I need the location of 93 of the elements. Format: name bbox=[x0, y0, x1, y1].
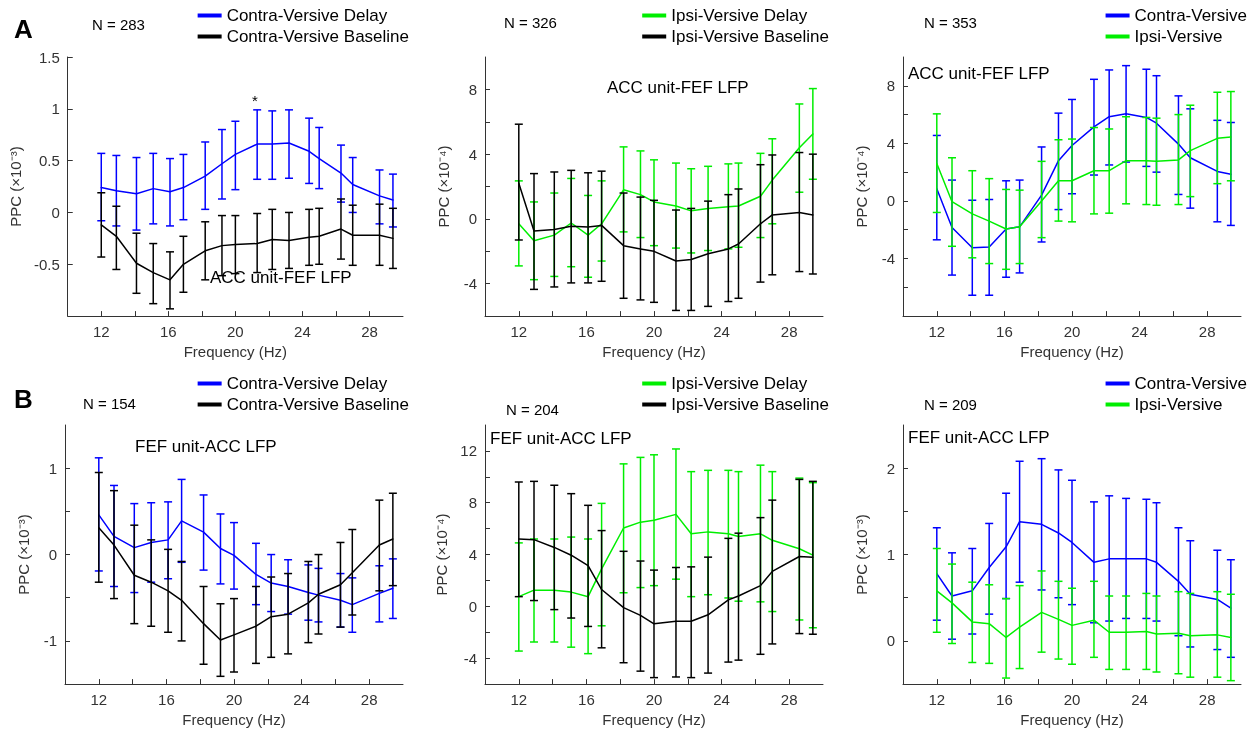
x-tick-label: 16 bbox=[578, 691, 595, 709]
x-tick-label: 12 bbox=[510, 691, 528, 709]
annotation: ACC unit-FEF LFP bbox=[607, 78, 749, 97]
legend-label: Contra-Versive bbox=[1134, 6, 1247, 25]
x-tick-label: 28 bbox=[361, 323, 378, 341]
annotation: ACC unit-FEF LFP bbox=[908, 64, 1050, 83]
x-tick-label: 24 bbox=[1131, 691, 1148, 709]
x-tick-label: 24 bbox=[293, 691, 310, 709]
y-axis-title: PPC (×10⁻³) bbox=[15, 514, 32, 595]
y-tick-label: 1.5 bbox=[38, 48, 60, 66]
x-tick-label: 16 bbox=[996, 691, 1013, 709]
y-tick-label: 2 bbox=[886, 459, 895, 477]
x-axis-title: Frequency (Hz) bbox=[602, 343, 706, 360]
y-axis-title: PPC (×10⁻³) bbox=[7, 146, 24, 227]
y-tick-label: 0 bbox=[51, 203, 60, 221]
x-tick-label: 28 bbox=[360, 691, 378, 709]
legend-label: Contra-Versive Delay bbox=[226, 6, 388, 25]
y-tick-label: 0.5 bbox=[38, 152, 60, 170]
y-tick-label: 8 bbox=[468, 494, 477, 512]
legend-label: Contra-Versive Baseline bbox=[226, 27, 410, 46]
text: N = 154 bbox=[83, 395, 136, 412]
x-tick-label: 12 bbox=[928, 691, 946, 709]
y-tick-label: 1 bbox=[48, 459, 57, 477]
x-tick-label: 12 bbox=[92, 323, 110, 341]
x-tick-label: 28 bbox=[780, 691, 798, 709]
y-axis-title: PPC (×10⁻⁴) bbox=[853, 145, 870, 228]
x-tick-label: 24 bbox=[1131, 323, 1148, 341]
legend-label: Contra-Versive Baseline bbox=[226, 395, 410, 414]
x-axis-title: Frequency (Hz) bbox=[182, 711, 286, 728]
x-tick-label: 28 bbox=[1198, 691, 1216, 709]
x-tick-label: 20 bbox=[1063, 323, 1081, 341]
x-tick-label: 28 bbox=[1198, 323, 1216, 341]
text: N = 209 bbox=[924, 396, 977, 413]
x-tick-label: 24 bbox=[294, 323, 311, 341]
text: N = 326 bbox=[504, 14, 557, 31]
text: B bbox=[14, 384, 33, 414]
y-tick-label: 1 bbox=[886, 546, 895, 564]
legend-label: Ipsi-Versive Delay bbox=[671, 6, 808, 25]
y-tick-label: -4 bbox=[463, 275, 477, 293]
y-tick-label: 0 bbox=[48, 546, 57, 564]
x-tick-label: 28 bbox=[780, 323, 798, 341]
y-tick-label: 1 bbox=[51, 100, 60, 118]
legend-label: Ipsi-Versive bbox=[1134, 395, 1223, 414]
y-tick-label: -4 bbox=[463, 649, 477, 667]
y-tick-label: 4 bbox=[886, 134, 895, 152]
x-tick-label: 24 bbox=[713, 691, 730, 709]
x-tick-label: 16 bbox=[159, 323, 177, 341]
annotation: * bbox=[252, 92, 258, 109]
x-axis-title: Frequency (Hz) bbox=[1020, 343, 1124, 360]
legend-label: Ipsi-Versive Delay bbox=[671, 374, 808, 393]
annotation: FEF unit-ACC LFP bbox=[135, 437, 277, 456]
y-axis-title: PPC (×10⁻⁴) bbox=[435, 145, 452, 228]
text: A bbox=[14, 14, 33, 44]
x-tick-label: 20 bbox=[225, 691, 243, 709]
text: N = 204 bbox=[506, 401, 559, 418]
text: N = 353 bbox=[924, 14, 977, 31]
y-tick-label: 0 bbox=[468, 210, 477, 228]
y-tick-label: 12 bbox=[460, 442, 477, 460]
y-tick-label: -0.5 bbox=[33, 255, 60, 273]
text: N = 283 bbox=[92, 16, 145, 33]
y-tick-label: 8 bbox=[468, 80, 477, 98]
legend-label: Contra-Versive Delay bbox=[226, 374, 388, 393]
x-tick-label: 16 bbox=[996, 323, 1013, 341]
x-tick-label: 20 bbox=[645, 323, 663, 341]
x-tick-label: 16 bbox=[158, 691, 175, 709]
x-axis-title: Frequency (Hz) bbox=[602, 711, 706, 728]
x-tick-label: 24 bbox=[713, 323, 730, 341]
legend-label: Contra-Versive bbox=[1134, 374, 1247, 393]
x-tick-label: 16 bbox=[578, 323, 595, 341]
y-tick-label: -4 bbox=[881, 250, 895, 268]
x-tick-label: 20 bbox=[1063, 691, 1081, 709]
x-axis-title: Frequency (Hz) bbox=[1020, 711, 1124, 728]
y-tick-label: 4 bbox=[468, 145, 477, 163]
x-tick-label: 20 bbox=[227, 323, 244, 341]
x-tick-label: 12 bbox=[90, 691, 108, 709]
legend-label: Ipsi-Versive Baseline bbox=[671, 27, 830, 46]
x-tick-label: 20 bbox=[645, 691, 663, 709]
y-axis-title: PPC (×10⁻⁴) bbox=[433, 513, 451, 596]
x-tick-label: 12 bbox=[510, 323, 528, 341]
x-tick-label: 12 bbox=[928, 323, 946, 341]
legend-label: Ipsi-Versive bbox=[1134, 27, 1223, 46]
legend-label: Ipsi-Versive Baseline bbox=[671, 395, 830, 414]
y-tick-label: 8 bbox=[886, 77, 895, 95]
annotation: ACC unit-FEF LFP bbox=[210, 268, 352, 287]
annotation: FEF unit-ACC LFP bbox=[490, 429, 632, 448]
y-tick-label: -1 bbox=[43, 632, 57, 650]
y-tick-label: 0 bbox=[886, 632, 895, 650]
y-tick-label: 0 bbox=[468, 597, 477, 615]
y-axis-title: PPC (×10⁻³) bbox=[853, 514, 870, 595]
y-tick-label: 0 bbox=[886, 192, 895, 210]
x-axis-title: Frequency (Hz) bbox=[183, 343, 288, 360]
annotation: FEF unit-ACC LFP bbox=[908, 428, 1050, 447]
y-tick-label: 4 bbox=[468, 546, 477, 564]
